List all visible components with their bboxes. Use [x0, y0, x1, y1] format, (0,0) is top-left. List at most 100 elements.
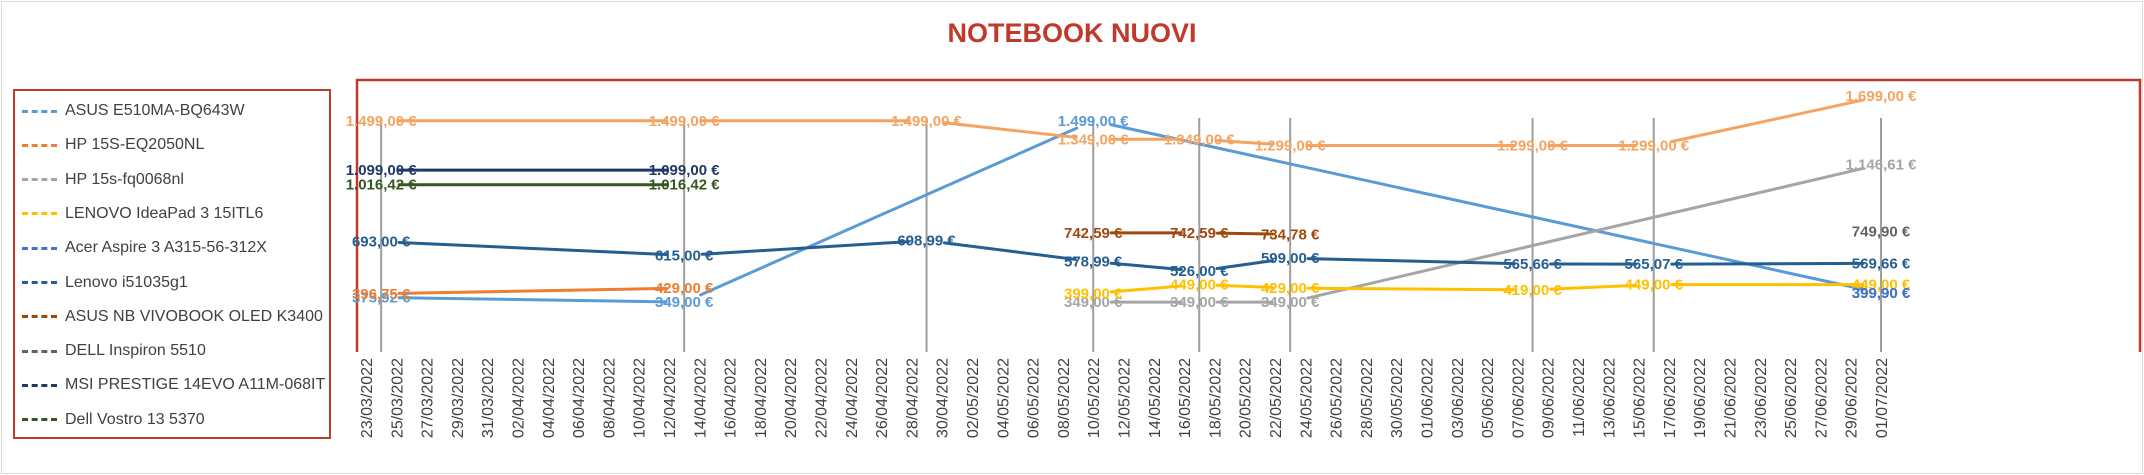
data-label: 742,59 € — [1170, 225, 1229, 242]
legend-item: LENOVO IdeaPad 3 15ITL6 — [15, 199, 263, 229]
x-tick-label: 29/03/2022 — [450, 358, 467, 438]
x-tick-label: 05/06/2022 — [1480, 358, 1497, 438]
series-line — [1109, 261, 1183, 271]
x-tick-label: 06/05/2022 — [1026, 358, 1043, 438]
x-tick-label: 12/05/2022 — [1117, 358, 1134, 438]
x-tick-label: 12/04/2022 — [662, 358, 679, 438]
data-label: 599,00 € — [1261, 250, 1320, 267]
data-label: 565,66 € — [1503, 256, 1562, 273]
x-tick-label: 04/05/2022 — [995, 358, 1012, 438]
data-label: 399,00 € — [1064, 285, 1123, 302]
legend-swatch — [22, 281, 57, 284]
legend-swatch — [22, 178, 57, 182]
legend-swatch — [22, 212, 57, 216]
legend-label: Dell Vostro 13 5370 — [65, 410, 205, 428]
x-tick-label: 26/04/2022 — [874, 358, 891, 438]
data-label: 1.499,00 € — [649, 113, 721, 130]
legend-label: ASUS E510MA-BQ643W — [65, 102, 245, 119]
x-tick-label: 08/04/2022 — [601, 358, 618, 438]
data-label: 1.016,42 € — [649, 177, 721, 194]
data-label: 349,00 € — [1064, 294, 1123, 311]
legend-item: Acer Aspire 3 A315-56-312X — [15, 233, 267, 263]
legend-label: HP 15S-EQ2050NL — [65, 136, 205, 154]
data-label: 1.099,00 € — [649, 162, 721, 179]
x-tick-label: 02/04/2022 — [511, 358, 528, 438]
data-label: 742,59 € — [1064, 225, 1123, 242]
x-tick-label: 29/06/2022 — [1844, 358, 1861, 438]
legend-label: MSI PRESTIGE 14EVO A11M-068IT — [65, 376, 326, 394]
data-label: 449,00 € — [1852, 277, 1911, 294]
data-label: 396,75 € — [352, 286, 411, 303]
data-label: 1.299,00 € — [1255, 137, 1327, 154]
x-tick-label: 19/06/2022 — [1692, 358, 1709, 438]
legend-item: DELL Inspiron 5510 — [15, 336, 206, 366]
x-tick-label: 27/03/2022 — [420, 358, 437, 438]
legend-item: HP 15s-fq0068nl — [15, 165, 184, 195]
x-tick-label: 14/04/2022 — [692, 358, 709, 438]
x-tick-label: 31/03/2022 — [480, 358, 497, 438]
data-label: 429,00 € — [1261, 280, 1320, 297]
data-label: 375,92 € — [352, 289, 411, 306]
x-tick-label: 22/04/2022 — [814, 358, 831, 438]
legend-label: LENOVO IdeaPad 3 15ITL6 — [65, 204, 264, 222]
data-label: 693,00 € — [352, 234, 411, 251]
data-label: 1.146,61 € — [1846, 156, 1918, 173]
legend-swatch — [22, 315, 57, 319]
chart-title: NOTEBOOK NUOVI — [947, 18, 1197, 48]
series-line — [397, 286, 668, 295]
legend-swatch — [22, 418, 57, 422]
series-line — [1549, 283, 1638, 291]
x-tick-label: 06/04/2022 — [571, 358, 588, 438]
x-tick-label: 18/04/2022 — [753, 358, 770, 438]
x-tick-label: 10/04/2022 — [632, 358, 649, 438]
series-line — [1215, 231, 1274, 236]
x-tick-label: 30/04/2022 — [935, 358, 952, 438]
x-tick-label: 09/06/2022 — [1541, 358, 1558, 438]
x-tick-label: 04/04/2022 — [541, 358, 558, 438]
x-tick-label: 11/06/2022 — [1571, 358, 1588, 437]
series-line — [1306, 166, 1865, 300]
x-tick-label: 15/06/2022 — [1632, 358, 1649, 438]
legend-swatch — [22, 246, 57, 250]
x-tick-label: 28/05/2022 — [1359, 358, 1376, 438]
series-line — [699, 126, 1079, 297]
data-label: 749,90 € — [1852, 224, 1911, 241]
x-tick-label: 18/05/2022 — [1207, 358, 1224, 438]
data-label: 429,00 € — [655, 280, 714, 297]
x-tick-label: 08/05/2022 — [1056, 358, 1073, 438]
data-label: 449,00 € — [1625, 277, 1684, 294]
legend-label: Acer Aspire 3 A315-56-312X — [65, 239, 267, 257]
legend-swatch — [22, 349, 57, 353]
data-label: 569,66 € — [1852, 255, 1911, 272]
data-label: 349,00 € — [1261, 294, 1320, 311]
legend-item: Lenovo i51035g1 — [15, 268, 188, 298]
legend-swatch — [22, 383, 57, 387]
x-tick-label: 01/07/2022 — [1874, 358, 1891, 438]
data-label: 1.016,42 € — [346, 177, 418, 194]
x-tick-label: 20/05/2022 — [1238, 358, 1255, 438]
plot-area-border — [355, 78, 2142, 352]
legend-item: MSI PRESTIGE 14EVO A11M-068IT — [15, 370, 325, 400]
x-tick-label: 24/04/2022 — [844, 358, 861, 438]
x-tick-label: 21/06/2022 — [1723, 358, 1740, 438]
series-line — [1215, 283, 1274, 289]
x-tick-label: 23/03/2022 — [359, 358, 376, 438]
x-tick-label: 17/06/2022 — [1662, 358, 1679, 438]
legend-label: DELL Inspiron 5510 — [65, 342, 206, 360]
series-line — [397, 296, 668, 304]
series-line — [397, 240, 668, 257]
series-line — [1306, 257, 1517, 266]
data-label: 578,99 € — [1064, 254, 1123, 271]
data-label: 1.499,00 € — [346, 113, 418, 130]
data-label: 734,78 € — [1261, 226, 1320, 243]
legend-item: ASUS E510MA-BQ643W — [15, 96, 245, 126]
series-line — [942, 121, 1077, 139]
data-label: 1.499,00 € — [1058, 113, 1130, 130]
legend-item: Dell Vostro 13 5370 — [15, 405, 205, 435]
x-tick-label: 07/06/2022 — [1510, 358, 1527, 438]
legend-label: Lenovo i51035g1 — [65, 273, 188, 291]
x-tick-label: 30/05/2022 — [1389, 358, 1406, 438]
legend-item: ASUS NB VIVOBOOK OLED K3400 — [15, 302, 323, 332]
legend-swatch — [22, 143, 57, 147]
data-label: 349,00 € — [655, 294, 714, 311]
